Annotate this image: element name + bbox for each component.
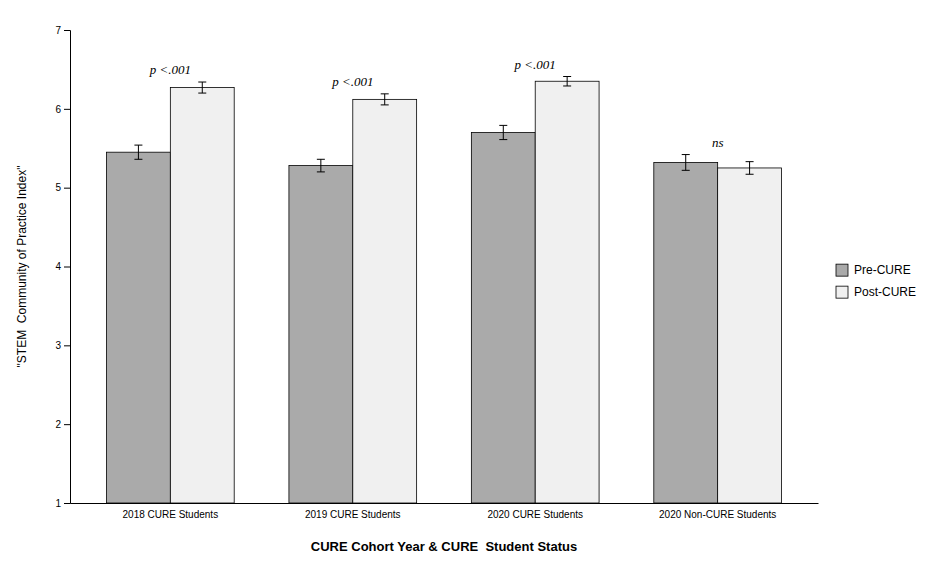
y-tick: 5: [55, 182, 70, 193]
legend-item: Post-CURE: [836, 285, 916, 299]
y-tick-label: 6: [55, 104, 61, 115]
annotation: p <.001: [149, 62, 191, 77]
x-axis: 2018 CURE Students 2019 CURE Students 2020…: [71, 504, 819, 521]
y-tick-label: 7: [55, 25, 61, 36]
y-tick-label: 3: [55, 340, 61, 351]
error-bar: [682, 155, 690, 171]
annotations: p <.001 p <.001 p <.001 ns: [149, 57, 724, 150]
y-tick-label: 4: [55, 261, 61, 272]
y-tick-mark: [64, 424, 70, 425]
y-tick-label: 1: [55, 498, 61, 509]
y-tick: 7: [55, 25, 70, 36]
annotation: p <.001: [331, 74, 373, 89]
legend-swatch: [836, 264, 848, 276]
bar: [106, 152, 170, 503]
bar: [170, 88, 234, 503]
annotation: p <.001: [514, 57, 556, 72]
legend-item: Pre-CURE: [836, 263, 911, 277]
y-tick-label: 2: [55, 419, 61, 430]
y-tick: 2: [55, 419, 70, 430]
error-bar: [134, 145, 142, 159]
error-bar: [198, 82, 206, 93]
bar: [654, 162, 718, 503]
legend: Pre-CURE Post-CURE: [836, 263, 916, 299]
y-tick-mark: [64, 267, 70, 268]
y-tick: 6: [55, 104, 70, 115]
x-tick-label: 2020 Non-CURE Students: [659, 509, 776, 520]
error-bar: [499, 125, 507, 139]
error-bar: [317, 159, 325, 172]
x-tick-label: 2020 CURE Students: [487, 509, 583, 520]
x-tick-label: 2019 CURE Students: [305, 509, 401, 520]
y-tick-mark: [64, 503, 70, 504]
x-tick: 2019 CURE Students: [305, 509, 401, 520]
y-tick-mark: [64, 345, 70, 346]
marks: [106, 77, 781, 503]
x-tick: 2020 CURE Students: [487, 509, 583, 520]
y-axis-title: "STEM Community of Practice Index": [15, 166, 29, 368]
series-bars: [170, 77, 781, 503]
y-tick-label: 5: [55, 182, 61, 193]
y-tick-mark: [64, 30, 70, 31]
y-axis: 1 2 3 4 5 6 7: [55, 25, 70, 509]
y-tick: 1: [55, 498, 70, 509]
error-bar: [381, 94, 389, 105]
y-tick-mark: [64, 109, 70, 110]
error-bar: [746, 162, 754, 175]
bar: [535, 81, 599, 503]
x-tick-label: 2018 CURE Students: [123, 509, 219, 520]
x-axis-line: [71, 503, 819, 504]
y-tick: 4: [55, 261, 70, 272]
legend-swatch: [836, 286, 848, 298]
y-tick: 3: [55, 340, 70, 351]
legend-label: Post-CURE: [854, 285, 916, 299]
chart: 1 2 3 4 5 6 7 2018 CURE Students 2019 CURE Stude…: [0, 0, 948, 565]
bar: [471, 132, 535, 503]
bar: [289, 166, 353, 503]
bar: [353, 99, 417, 503]
x-axis-title: CURE Cohort Year & CURE Student Status: [311, 539, 577, 554]
error-bar: [563, 77, 571, 86]
y-tick-mark: [64, 188, 70, 189]
x-tick: 2020 Non-CURE Students: [659, 509, 776, 520]
bar: [718, 168, 782, 503]
annotation: ns: [712, 135, 724, 150]
y-axis-line: [64, 31, 71, 504]
x-tick: 2018 CURE Students: [123, 509, 219, 520]
plot-area: 1 2 3 4 5 6 7 2018 CURE Students 2019 CURE Stude…: [15, 25, 819, 554]
legend-label: Pre-CURE: [854, 263, 911, 277]
